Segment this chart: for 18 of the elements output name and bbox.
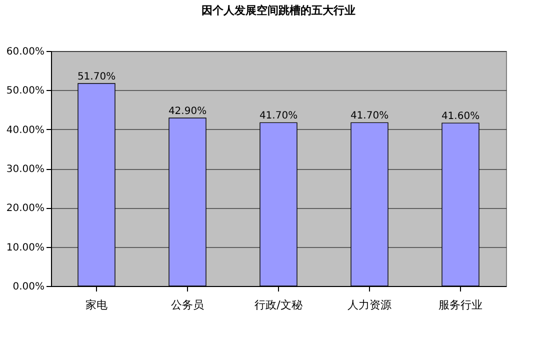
x-tick-label: 行政/文秘 bbox=[254, 298, 302, 312]
x-tick-label: 人力资源 bbox=[348, 298, 392, 312]
data-label: 41.70% bbox=[259, 110, 298, 122]
y-tick-label: 60.00% bbox=[6, 46, 44, 58]
data-label: 42.90% bbox=[168, 106, 207, 117]
data-label: 51.70% bbox=[77, 72, 116, 83]
y-tick-label: 0.00% bbox=[12, 282, 44, 292]
y-tick-label: 40.00% bbox=[6, 124, 44, 136]
x-tick-label: 公务员 bbox=[171, 298, 204, 312]
x-tick-label: 服务行业 bbox=[438, 298, 482, 312]
x-tick-label: 家电 bbox=[86, 298, 108, 312]
data-label: 41.70% bbox=[350, 110, 389, 122]
y-tick-label: 50.00% bbox=[6, 86, 44, 97]
y-tick-label: 20.00% bbox=[6, 203, 44, 214]
y-tick-label: 30.00% bbox=[6, 164, 44, 175]
chart-title: 因个人发展空间跳槽的五大行业 bbox=[202, 4, 356, 17]
data-label: 41.60% bbox=[441, 111, 480, 122]
y-tick-label: 10.00% bbox=[6, 242, 44, 254]
